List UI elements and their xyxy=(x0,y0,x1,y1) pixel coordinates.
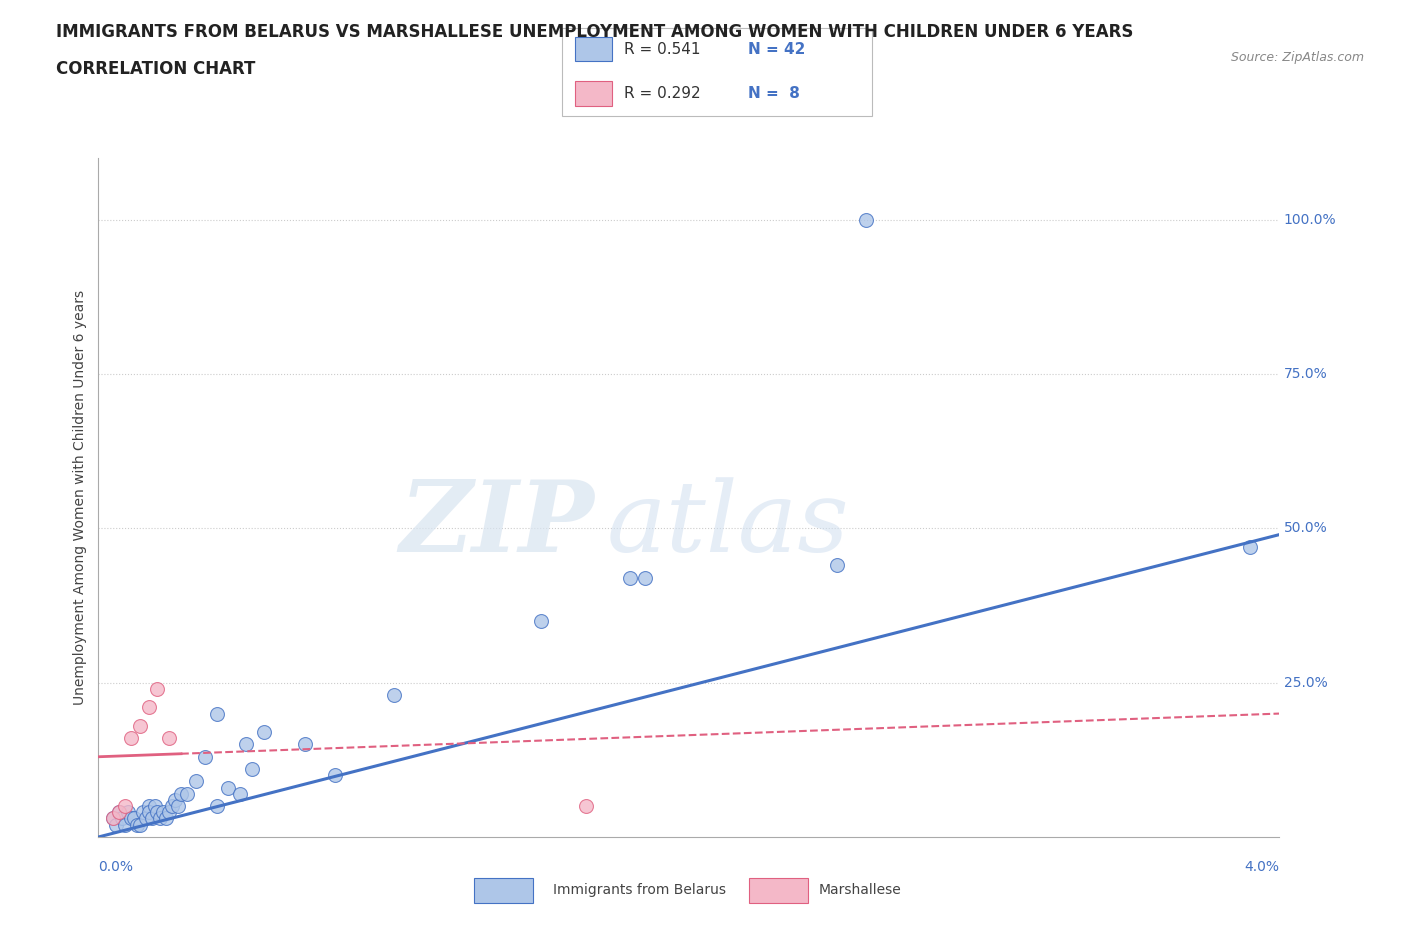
Point xyxy=(825,558,848,573)
Point xyxy=(132,804,155,819)
Text: 25.0%: 25.0% xyxy=(1284,676,1327,690)
Point xyxy=(103,811,125,826)
Bar xyxy=(575,36,612,61)
Point xyxy=(240,762,263,777)
Point xyxy=(229,787,252,802)
Point xyxy=(111,811,134,826)
Text: 0.0%: 0.0% xyxy=(98,860,134,874)
Point xyxy=(167,799,190,814)
Point xyxy=(217,780,239,795)
Point xyxy=(108,804,131,819)
Point xyxy=(108,804,131,819)
Point xyxy=(103,811,125,826)
Text: N =  8: N = 8 xyxy=(748,86,800,100)
Point xyxy=(143,799,166,814)
Text: 75.0%: 75.0% xyxy=(1284,367,1327,381)
Point xyxy=(141,811,163,826)
Point xyxy=(162,799,183,814)
Text: Source: ZipAtlas.com: Source: ZipAtlas.com xyxy=(1230,51,1364,64)
Point xyxy=(194,750,217,764)
Text: IMMIGRANTS FROM BELARUS VS MARSHALLESE UNEMPLOYMENT AMONG WOMEN WITH CHILDREN UN: IMMIGRANTS FROM BELARUS VS MARSHALLESE U… xyxy=(56,23,1133,41)
Point xyxy=(235,737,257,751)
Text: Immigrants from Belarus: Immigrants from Belarus xyxy=(553,884,725,897)
Point xyxy=(205,706,228,721)
Point xyxy=(253,724,276,739)
Point xyxy=(294,737,316,751)
Text: 50.0%: 50.0% xyxy=(1284,522,1327,536)
Text: ZIP: ZIP xyxy=(399,476,595,573)
Point xyxy=(530,614,553,629)
Bar xyxy=(474,878,533,903)
Point xyxy=(146,682,169,697)
Bar xyxy=(575,81,612,106)
Point xyxy=(114,799,136,814)
Point xyxy=(152,804,174,819)
Point xyxy=(170,787,193,802)
Text: R = 0.292: R = 0.292 xyxy=(624,86,700,100)
Text: CORRELATION CHART: CORRELATION CHART xyxy=(56,60,256,78)
Point xyxy=(165,792,187,807)
Point xyxy=(157,731,180,746)
Point xyxy=(138,799,160,814)
Point xyxy=(1239,539,1261,554)
Point xyxy=(176,787,198,802)
Point xyxy=(146,804,169,819)
Y-axis label: Unemployment Among Women with Children Under 6 years: Unemployment Among Women with Children U… xyxy=(73,290,87,705)
Point xyxy=(135,811,157,826)
Point xyxy=(574,799,596,814)
Point xyxy=(105,817,128,832)
Point xyxy=(149,811,172,826)
Point xyxy=(619,570,641,585)
Point xyxy=(205,799,228,814)
Point xyxy=(382,687,405,702)
Point xyxy=(184,774,207,789)
Text: N = 42: N = 42 xyxy=(748,42,806,57)
Point xyxy=(117,804,139,819)
Point xyxy=(122,811,145,826)
Text: 4.0%: 4.0% xyxy=(1244,860,1279,874)
Text: Marshallese: Marshallese xyxy=(818,884,901,897)
Text: atlas: atlas xyxy=(606,477,849,572)
Point xyxy=(120,811,142,826)
Point xyxy=(155,811,177,826)
Point xyxy=(855,212,877,227)
Point xyxy=(120,731,142,746)
Text: 100.0%: 100.0% xyxy=(1284,213,1336,227)
Point xyxy=(114,817,136,832)
Text: R = 0.541: R = 0.541 xyxy=(624,42,700,57)
Point xyxy=(138,804,160,819)
Point xyxy=(128,817,150,832)
Point xyxy=(138,700,160,715)
Point xyxy=(125,817,148,832)
Bar xyxy=(749,878,808,903)
Point xyxy=(128,719,150,734)
Point xyxy=(323,768,346,783)
Point xyxy=(157,804,180,819)
Point xyxy=(633,570,655,585)
